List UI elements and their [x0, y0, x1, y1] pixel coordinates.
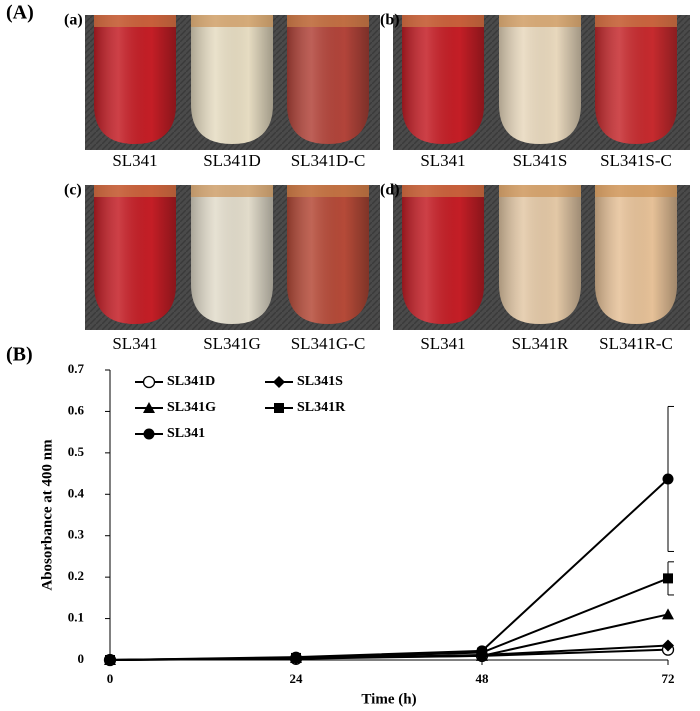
tube-rim	[402, 15, 484, 27]
figure-b-label: (B)	[6, 344, 33, 366]
tube-rim	[287, 15, 369, 27]
panel-label: (b)	[380, 12, 400, 29]
x-tick-label: 0	[107, 671, 114, 686]
tube-rim	[499, 15, 581, 27]
marker	[662, 473, 674, 485]
tube-rim	[94, 15, 176, 27]
tube-caption: SL341G	[203, 334, 261, 353]
photo-panels: SL341 SL341D SL341D-C (a) SL341 SL341S SL341S-…	[64, 12, 690, 353]
marker	[274, 403, 284, 413]
tube-caption: SL341G-C	[291, 334, 366, 353]
marker	[662, 639, 674, 652]
tube-caption: SL341R-C	[599, 334, 673, 353]
marker	[273, 376, 285, 388]
marker	[476, 645, 488, 657]
tube-caption: SL341	[112, 334, 157, 353]
marker	[663, 573, 673, 584]
tube-rim	[402, 185, 484, 197]
tube-caption: SL341R	[512, 334, 569, 353]
x-axis-label: Time (h)	[361, 691, 416, 707]
tube-rim	[191, 185, 273, 197]
tube-rim	[191, 15, 273, 27]
tube-caption: SL341D-C	[291, 151, 366, 170]
legend-label: SL341R	[297, 400, 346, 415]
x-tick-label: 48	[476, 671, 490, 686]
marker	[143, 402, 155, 413]
tube-shade	[287, 15, 369, 144]
tube-shade	[595, 185, 677, 324]
y-tick-label: 0.2	[68, 568, 84, 583]
marker	[104, 654, 116, 666]
tube-caption: SL341	[112, 151, 157, 170]
legend-item: SL341D	[135, 374, 215, 389]
tube-rim	[287, 185, 369, 197]
figure-a-label: (A)	[6, 2, 34, 24]
legend-label: SL341S	[297, 374, 343, 389]
series-line	[109, 577, 669, 661]
legend: SL341D SL341S SL341G SL341R SL341	[135, 374, 346, 441]
tube-rim	[595, 185, 677, 197]
tube-caption: SL341	[420, 334, 465, 353]
panel-label: (d)	[380, 182, 400, 199]
legend-item: SL341R	[265, 400, 346, 415]
chart: 0 0.1 0.2 0.3 0.4 0.5 0.6 0.7 0 24 48 72 Time (h) Abo…	[39, 361, 674, 707]
panel-label: (c)	[64, 182, 82, 199]
tube-shade	[191, 15, 273, 144]
tube-shade	[402, 185, 484, 324]
tube-shade	[499, 185, 581, 324]
tube-shade	[287, 185, 369, 324]
tube-caption: SL341D	[203, 151, 261, 170]
y-tick-label: 0.3	[68, 527, 85, 542]
legend-label: SL341	[167, 426, 205, 441]
x-tick-label: 72	[662, 671, 675, 686]
legend-label: SL341G	[167, 400, 216, 415]
y-tick-label: 0.5	[68, 444, 85, 459]
legend-item: SL341S	[265, 374, 343, 389]
tube-caption: SL341S	[513, 151, 568, 170]
tube-rim	[499, 185, 581, 197]
marker	[142, 375, 156, 389]
y-tick-label: 0.7	[68, 361, 85, 376]
tube-shade	[499, 15, 581, 144]
marker	[290, 651, 302, 663]
y-tick-label: 0.4	[68, 485, 85, 500]
tube-caption: SL341S-C	[600, 151, 672, 170]
tube-rim	[595, 15, 677, 27]
panel-label: (a)	[64, 12, 83, 29]
marker	[662, 608, 674, 620]
tube-shade	[94, 15, 176, 144]
tube-shade	[595, 15, 677, 144]
marker	[143, 428, 155, 440]
legend-label: SL341D	[167, 374, 215, 389]
tube-shade	[94, 185, 176, 324]
tube-caption: SL341	[420, 151, 465, 170]
tube-shade	[402, 15, 484, 144]
y-tick-label: 0.1	[68, 610, 84, 625]
tube-shade	[191, 185, 273, 324]
legend-item: SL341G	[135, 400, 216, 415]
legend-item: SL341	[135, 426, 205, 441]
y-axis-label: Abosorbance at 400 nm	[39, 439, 55, 591]
tube-rim	[94, 185, 176, 197]
series-line	[109, 478, 669, 661]
y-tick-label: 0	[78, 651, 85, 666]
x-tick-label: 24	[290, 671, 304, 686]
y-tick-label: 0.6	[68, 402, 85, 417]
